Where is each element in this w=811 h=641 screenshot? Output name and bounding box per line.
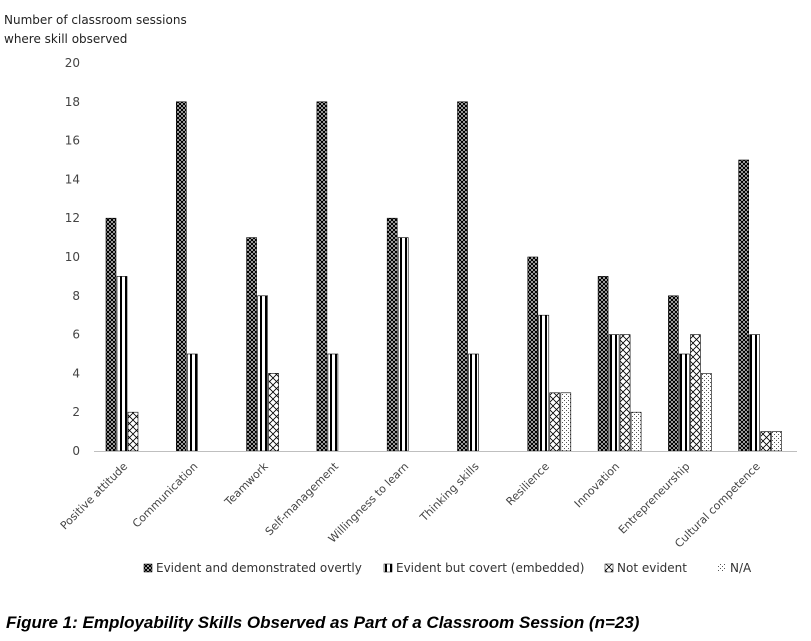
- bar-1-6: [457, 101, 468, 452]
- bar-4-9: [701, 373, 712, 452]
- bar-2-9: [679, 353, 690, 452]
- x-tick-label: Teamwork: [221, 459, 271, 509]
- bar-2-2: [187, 353, 198, 452]
- bar-1-4: [316, 101, 328, 452]
- y-tick-label: 12: [65, 211, 80, 225]
- bar-1-2: [176, 101, 187, 452]
- bar-1-8: [597, 276, 609, 452]
- x-tick-label: Innovation: [572, 460, 622, 510]
- y-tick-label: 10: [65, 250, 80, 264]
- x-tick-label: Entrepreneurship: [616, 460, 693, 537]
- figure-caption: Figure 1: Employability Skills Observed …: [6, 613, 640, 632]
- bar-3-7: [549, 392, 561, 452]
- bar-2-5: [397, 237, 409, 452]
- y-axis-label-line-2: where skill observed: [4, 32, 127, 46]
- bars: [105, 101, 783, 452]
- bar-1-5: [386, 217, 398, 452]
- y-tick-label: 18: [65, 95, 80, 109]
- bar-2-3: [257, 295, 268, 452]
- x-axis: Positive attitude Communication TeamworkSe…: [58, 459, 763, 550]
- legend-swatch: [604, 563, 614, 573]
- bar-1-7: [527, 256, 539, 452]
- y-tick-label: 8: [72, 289, 80, 303]
- bar-4-7: [560, 392, 572, 452]
- y-tick-label: 16: [65, 134, 80, 148]
- y-tick-label: 6: [72, 328, 80, 342]
- bar-1-10: [738, 159, 750, 452]
- bar-1-1: [105, 217, 117, 452]
- y-tick-label: 0: [72, 444, 80, 458]
- bar-2-4: [327, 353, 339, 452]
- x-tick-label: Resilience: [504, 460, 553, 509]
- legend-label: Not evident: [617, 561, 687, 575]
- y-tick-label: 2: [72, 405, 80, 419]
- bar-2-10: [749, 334, 761, 452]
- y-axis: 0 2 4 6 8 10 12 14 16 18 20: [65, 56, 80, 458]
- y-tick-label: 20: [65, 56, 80, 70]
- bar-2-7: [538, 314, 550, 452]
- legend-label: Evident but covert (embedded): [396, 561, 584, 575]
- x-tick-label: Willingness to learn: [326, 460, 412, 546]
- legend-swatch: [383, 563, 393, 573]
- legend-label: N/A: [730, 561, 752, 575]
- x-tick-label: Self-management: [263, 459, 342, 538]
- bar-4-8: [630, 411, 642, 452]
- bar-2-1: [116, 276, 128, 452]
- bar-1-9: [668, 295, 679, 452]
- bar-3-3: [268, 373, 279, 452]
- chart: Number of classroom sessions where skill…: [4, 13, 797, 575]
- bar-3-9: [690, 334, 701, 452]
- bar-4-10: [771, 431, 783, 452]
- bar-3-1: [127, 411, 139, 452]
- bar-2-8: [608, 334, 620, 452]
- bar-3-8: [619, 334, 631, 452]
- bar-2-6: [468, 353, 479, 452]
- legend: Evident and demonstrated overtly Evident …: [143, 561, 752, 575]
- y-tick-label: 4: [72, 366, 80, 380]
- legend-label: Evident and demonstrated overtly: [156, 561, 362, 575]
- x-tick-label: Positive attitude: [58, 460, 131, 533]
- y-tick-label: 14: [65, 172, 80, 186]
- bar-1-3: [246, 237, 257, 452]
- x-tick-label: Thinking skills: [417, 460, 482, 525]
- legend-swatch: [143, 563, 153, 573]
- y-axis-label-line-1: Number of classroom sessions: [4, 13, 187, 27]
- x-tick-label: Communication: [130, 460, 201, 531]
- bar-3-10: [760, 431, 772, 452]
- legend-swatch: [718, 564, 726, 572]
